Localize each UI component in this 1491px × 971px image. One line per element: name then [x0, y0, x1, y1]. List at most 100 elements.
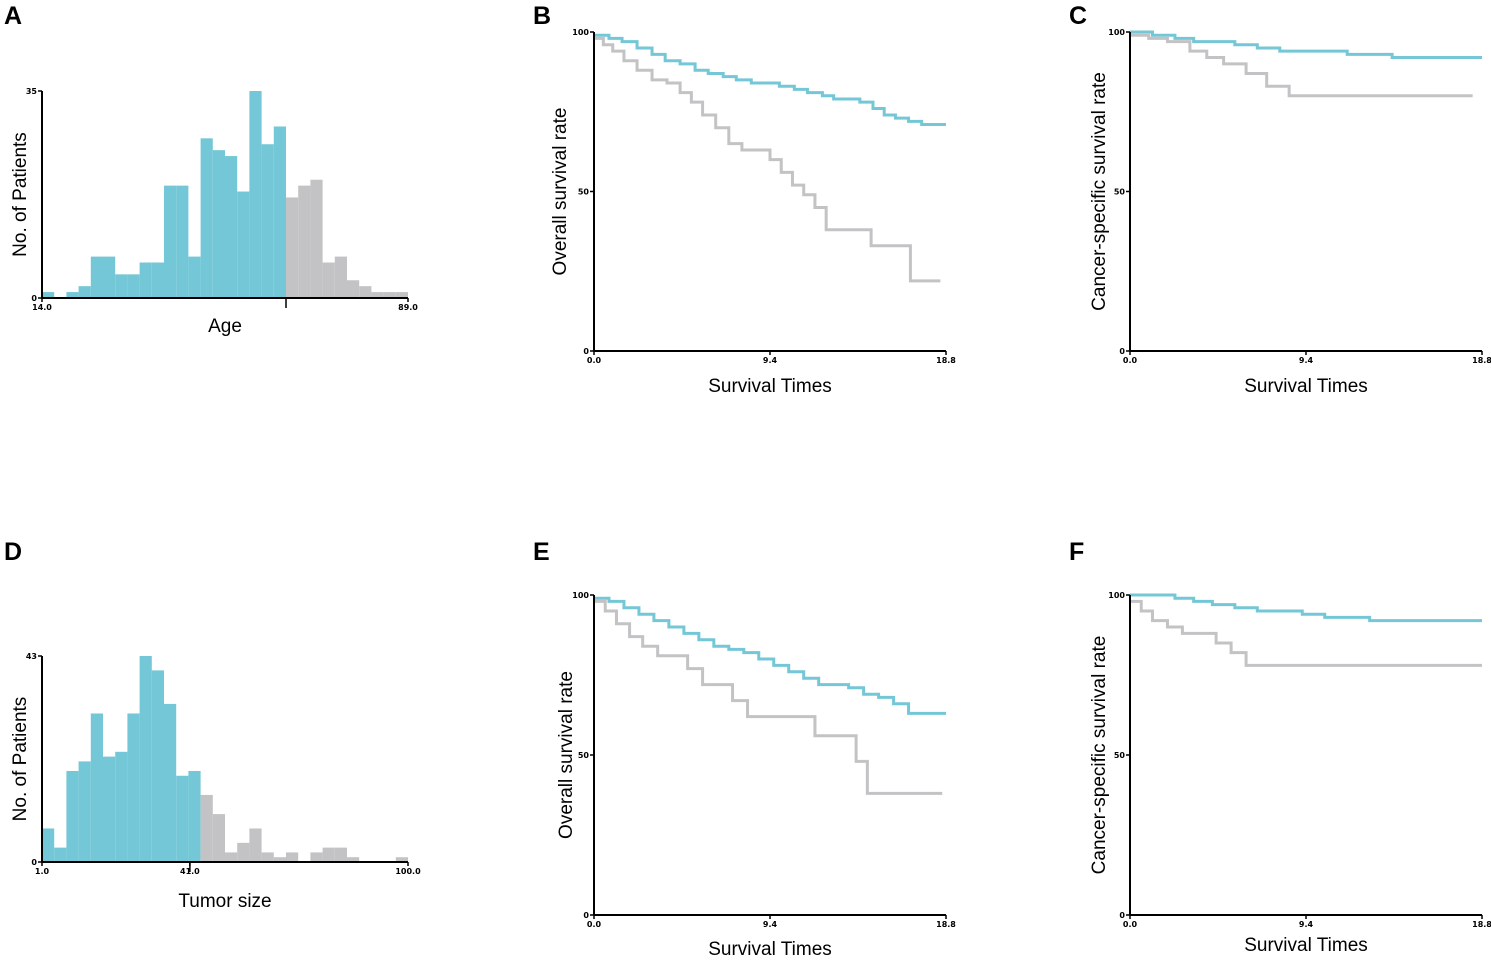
y-axis-title: Overall survival rate [550, 108, 571, 276]
km-curve-high-risk [594, 36, 941, 283]
histogram-bar [310, 852, 323, 862]
panel-letter: F [1069, 538, 1084, 566]
histogram-bar [66, 292, 79, 298]
x-tick-label: 18.8 [936, 356, 956, 365]
histogram-bar [66, 770, 79, 862]
histogram-bar [273, 126, 286, 298]
histogram-bar [164, 703, 177, 862]
histogram-bar [164, 185, 177, 298]
x-tick-label: 100.0 [395, 867, 421, 876]
histogram-bar [127, 274, 140, 298]
histogram-bar [212, 814, 225, 862]
histogram-bar [103, 256, 116, 298]
histogram-bar [261, 144, 274, 298]
x-axis-title: Survival Times [708, 939, 832, 960]
x-axis-title: Survival Times [1244, 935, 1368, 956]
histogram-bar [176, 775, 189, 862]
y-axis-title: No. of Patients [10, 132, 31, 257]
y-tick-label: 50 [578, 188, 590, 197]
x-axis-title: Survival Times [1244, 376, 1368, 397]
histogram-bar [347, 280, 360, 298]
x-tick-label: 1.0 [35, 867, 50, 876]
histogram-bar [103, 756, 116, 862]
km-curve-low-risk [1130, 30, 1482, 60]
panel-c: C 0 50 100 0.0 9.4 18.8 Survival Times Cancer-sp… [1069, 2, 1491, 397]
histogram-bar [200, 794, 213, 862]
histogram-bar [188, 256, 201, 298]
panel-f: F 0 50 100 0.0 9.4 18.8 Survival Times Cancer-sp… [1069, 538, 1491, 956]
y-tick-label: 0 [1119, 911, 1125, 920]
histogram-bar [115, 751, 128, 862]
x-axis-title: Survival Times [708, 376, 832, 397]
x-axis-title: Tumor size [178, 891, 271, 912]
x-tick-label: 9.4 [1299, 356, 1314, 365]
panel-b: B 0 50 100 0.0 9.4 18.8 Survival Times Overall s… [533, 2, 956, 397]
histogram-bar [286, 197, 299, 298]
histogram-bar [188, 770, 201, 862]
x-tick-label: 14.0 [32, 303, 52, 312]
histogram-bar [383, 292, 396, 298]
y-tick-label: 43 [26, 652, 37, 661]
x-tick-label: 9.4 [763, 356, 778, 365]
histogram-bar [139, 262, 152, 298]
x-tick-label: 18.8 [1472, 356, 1491, 365]
panel-d: D 0 43 1.0 41.0 100.0 Tumor size No. of Patient… [4, 538, 421, 912]
km-curve-low-risk [594, 596, 946, 715]
y-axis-title: Cancer-specific survival rate [1089, 636, 1110, 875]
histogram-bar [237, 842, 250, 862]
histogram-bar [151, 670, 164, 862]
panel-letter: C [1069, 2, 1087, 30]
histogram-bar [200, 138, 213, 298]
km-curve-low-risk [1130, 593, 1482, 623]
x-tick-label: 18.8 [936, 920, 956, 929]
x-tick-label: 89.0 [398, 303, 418, 312]
histogram-bar [225, 156, 238, 298]
km-curve-high-risk [594, 599, 943, 795]
x-tick-label: 0.0 [587, 356, 602, 365]
y-tick-label: 35 [26, 87, 38, 96]
km-curve-high-risk [1130, 599, 1482, 667]
y-tick-label: 100 [572, 28, 589, 37]
histogram-bar [310, 179, 323, 298]
x-tick-label: 0.0 [587, 920, 602, 929]
histogram-bar [90, 256, 103, 298]
histogram-bar [249, 828, 262, 862]
km-curve-low-risk [594, 33, 946, 127]
histogram-bar [395, 292, 408, 298]
histogram-bar [322, 847, 335, 862]
histogram-bar [395, 857, 408, 862]
histogram-bar [237, 191, 250, 298]
histogram-bar [273, 857, 286, 862]
histogram-bar [78, 286, 91, 298]
histogram-bar [90, 713, 103, 862]
panel-letter: B [533, 2, 551, 30]
histogram-bar [139, 656, 152, 862]
y-axis-title: Overall survival rate [556, 671, 577, 839]
histogram-bar [347, 857, 360, 862]
histogram-bar [225, 852, 238, 862]
x-tick-label: 0.0 [1123, 920, 1138, 929]
y-axis-title: No. of Patients [10, 697, 31, 822]
y-tick-label: 0 [583, 347, 589, 356]
histogram-bar [334, 256, 347, 298]
y-tick-label: 100 [1108, 28, 1125, 37]
histogram-bar [54, 847, 67, 862]
x-tick-label: 9.4 [1299, 920, 1314, 929]
y-tick-label: 50 [1114, 188, 1126, 197]
histogram-bar [115, 274, 128, 298]
x-tick-label: 18.8 [1472, 920, 1491, 929]
histogram-bar [127, 713, 140, 862]
panel-letter: A [4, 2, 22, 30]
histogram-bar [286, 852, 299, 862]
histogram-bar [42, 292, 55, 298]
y-tick-label: 0 [583, 911, 589, 920]
x-tick-label: 0.0 [1123, 356, 1138, 365]
histogram-bar [249, 91, 262, 298]
y-axis-title: Cancer-specific survival rate [1089, 72, 1110, 311]
y-tick-label: 0 [1119, 347, 1125, 356]
histogram-bar [359, 286, 372, 298]
histogram-bar [322, 262, 335, 298]
histogram-bar [371, 292, 384, 298]
panel-letter: D [4, 538, 22, 566]
